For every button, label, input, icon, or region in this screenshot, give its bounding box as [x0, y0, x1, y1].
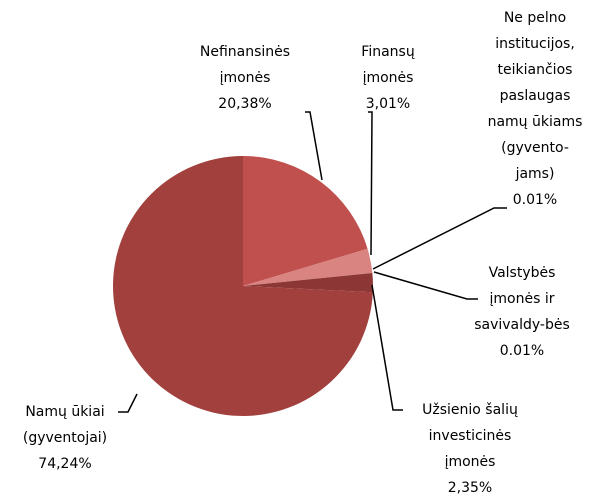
leader-line: [305, 111, 323, 181]
leader-line: [373, 271, 478, 300]
data-label: Namų ūkiai (gyventojai) 74,24%: [23, 404, 107, 472]
leader-line: [371, 284, 403, 411]
category-label: savivaldy-bės: [474, 317, 570, 333]
value-label: 2,35%: [448, 480, 492, 496]
data-label: Valstybės įmonės ir savivaldy-bės 0.01%: [474, 265, 570, 359]
category-label: įmonės: [220, 70, 271, 86]
category-label: Finansų: [361, 44, 415, 60]
category-label: institucijos,: [495, 36, 575, 52]
category-label: įmonės: [445, 454, 496, 470]
value-label: 20,38%: [218, 96, 271, 112]
pie-slice: [113, 156, 373, 417]
category-label: paslaugas: [500, 88, 571, 104]
category-label: namų ūkiams: [488, 114, 583, 130]
category-label: (gyventojai): [23, 430, 107, 446]
category-label: įmonės ir: [490, 291, 555, 307]
data-label: Ne pelno institucijos, teikiančios paslauga…: [488, 10, 583, 208]
category-label: (gyvento-: [501, 140, 569, 156]
value-label: 74,24%: [38, 456, 91, 472]
category-label: Užsienio šalių: [422, 402, 518, 418]
category-label: Valstybės: [489, 265, 556, 281]
data-label: Nefinansinės įmonės 20,38%: [200, 44, 290, 112]
leader-line: [118, 393, 138, 413]
value-label: 3,01%: [366, 96, 410, 112]
value-label: 0.01%: [500, 343, 544, 359]
category-label: teikiančios: [498, 62, 573, 78]
data-label: Finansų įmonės 3,01%: [361, 44, 415, 112]
pie-slice: [243, 272, 373, 286]
pie-slice: [243, 273, 373, 293]
pie-slice: [243, 156, 368, 286]
pie-slice: [243, 248, 373, 286]
pie-slice: [243, 272, 373, 286]
category-label: Nefinansinės: [200, 44, 290, 60]
category-label: jams): [515, 166, 555, 182]
category-label: įmonės: [363, 70, 414, 86]
category-label: Ne pelno: [504, 10, 566, 26]
leader-line: [368, 111, 373, 256]
value-label: 0.01%: [513, 192, 557, 208]
leader-line: [372, 207, 507, 270]
category-label: Namų ūkiai: [25, 404, 104, 420]
category-label: investicinės: [429, 428, 512, 444]
data-label: Užsienio šalių investicinės įmonės 2,35%: [422, 402, 518, 496]
